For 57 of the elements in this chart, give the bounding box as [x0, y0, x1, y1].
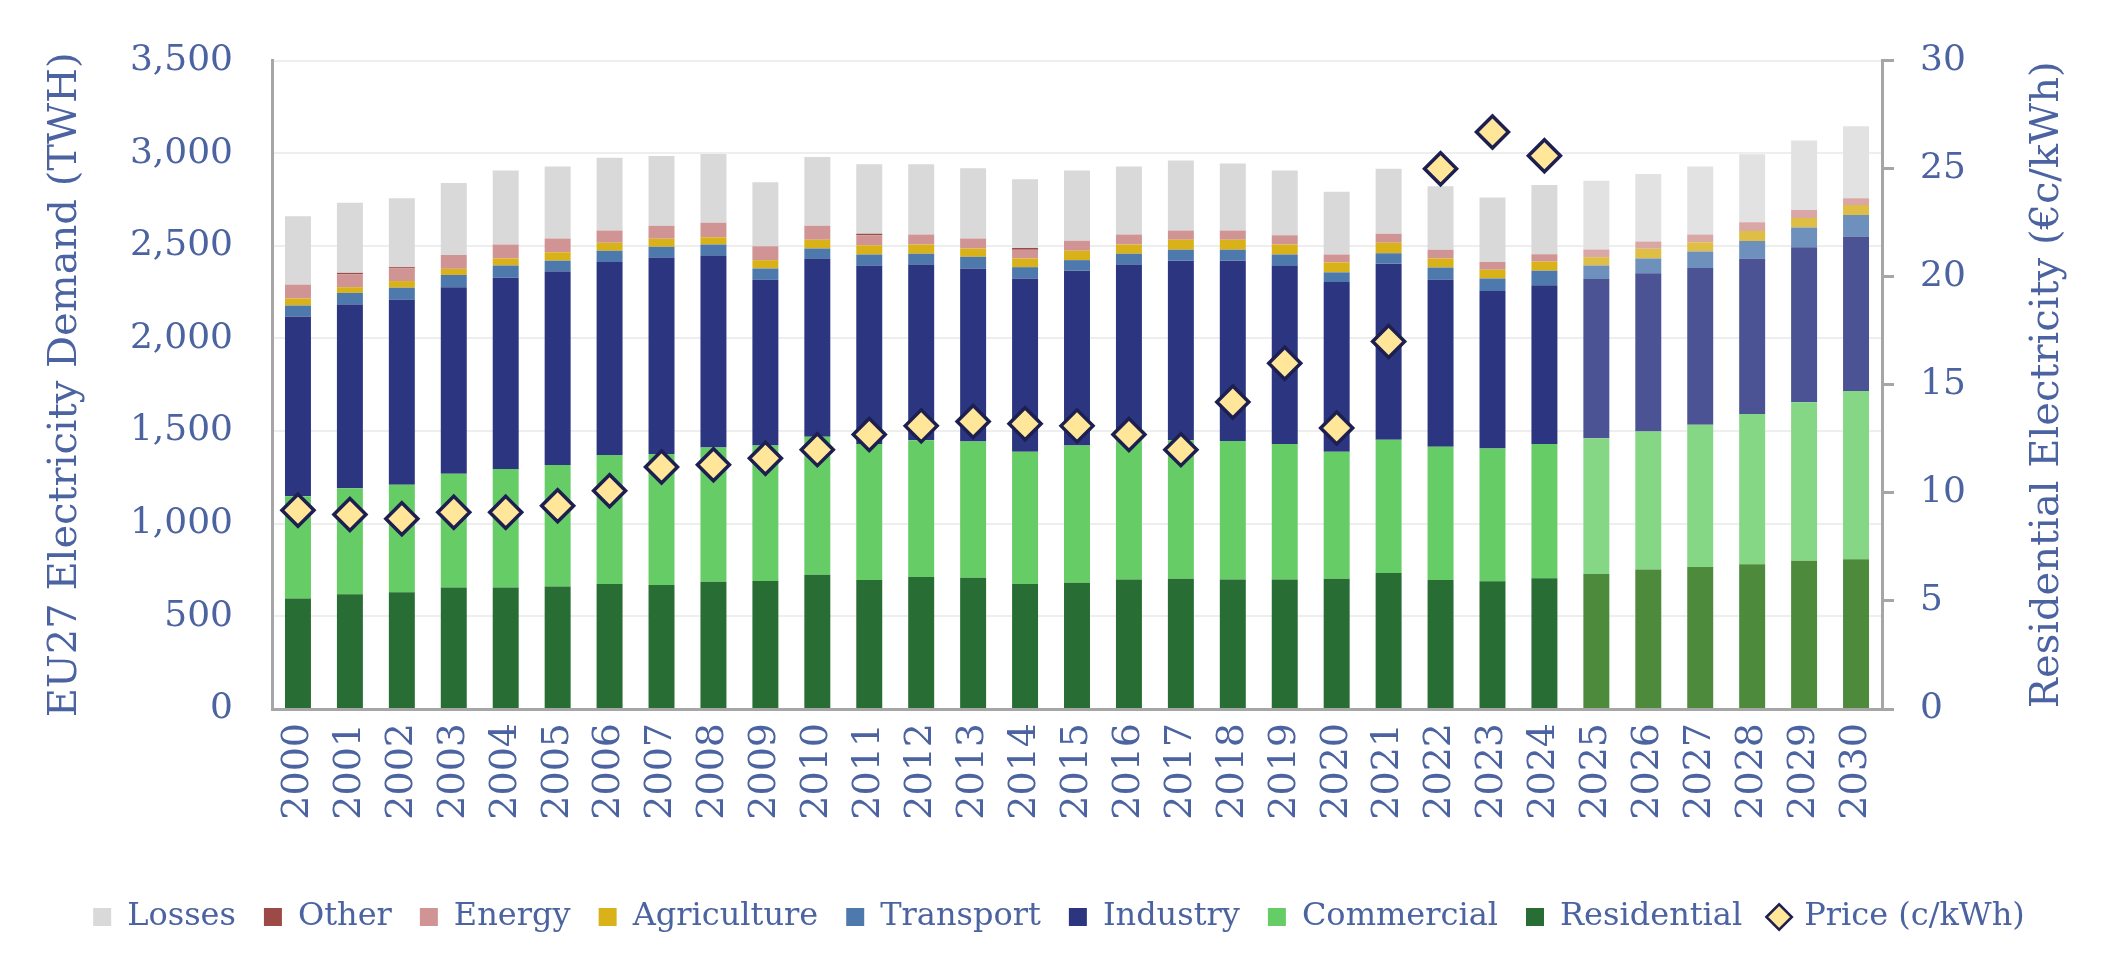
x-tick-label: 2023 [1467, 723, 1512, 820]
legend-label: Residential [1560, 895, 1743, 934]
x-tick-label: 2014 [999, 723, 1044, 820]
x-tick-label: 2002 [376, 723, 421, 820]
y2-tick-label: 25 [1920, 145, 1966, 187]
x-tick-label: 2015 [1051, 723, 1096, 820]
x-tick-label: 2011 [844, 723, 889, 820]
x-tick-label: 2024 [1519, 723, 1564, 820]
x-tick-label: 2004 [480, 723, 525, 820]
y2-tick-label: 10 [1920, 469, 1966, 511]
legend-label: Transport [880, 895, 1042, 934]
x-tick-label: 2020 [1311, 723, 1356, 820]
x-tick-label: 2008 [688, 723, 733, 820]
x-tick-label: 2009 [740, 723, 785, 820]
x-tick-label: 2029 [1778, 723, 1823, 820]
y2-tick-label: 0 [1920, 685, 1943, 727]
legend-label: Other [297, 895, 393, 934]
x-tick-label: 2028 [1727, 723, 1772, 820]
y-tick-label: 2,000 [129, 314, 233, 356]
x-tick-label: 2022 [1415, 723, 1460, 820]
y2-tick-label: 5 [1920, 577, 1943, 619]
legend-label: Energy [453, 895, 571, 934]
x-tick-label: 2005 [532, 723, 577, 820]
legend-label: Agriculture [631, 895, 819, 934]
y-tick-label: 3,500 [129, 36, 233, 78]
x-tick-label: 2003 [428, 723, 473, 820]
legend-label: Industry [1102, 895, 1240, 934]
y2-tick-label: 30 [1920, 36, 1966, 78]
y2-tick-label: 20 [1920, 253, 1966, 295]
x-tick-label: 2021 [1363, 723, 1408, 820]
x-tick-label: 2019 [1259, 723, 1304, 820]
x-tick-label: 2000 [272, 723, 317, 820]
x-tick-label: 2030 [1830, 723, 1875, 820]
x-tick-label: 2013 [948, 723, 992, 820]
y-tick-label: 500 [164, 592, 233, 634]
x-tick-label: 2007 [636, 723, 681, 820]
x-tick-label: 2010 [792, 723, 837, 820]
y-tick-label: 2,500 [129, 222, 233, 264]
x-tick-label: 2006 [584, 723, 629, 820]
x-tick-label: 2012 [896, 723, 941, 820]
y2-axis-title: Residential Electricity (€c/kWh) [2021, 61, 2068, 709]
x-tick-label: 2025 [1571, 723, 1616, 820]
y-axis-title: EU27 Electricity Demand (TWH) [39, 52, 86, 718]
y-tick-label: 0 [210, 685, 233, 727]
y2-tick-label: 15 [1920, 361, 1966, 403]
x-tick-label: 2018 [1207, 723, 1252, 820]
x-tick-label: 2001 [324, 723, 369, 820]
y-tick-label: 1,500 [129, 407, 233, 449]
legend-label: Price (c/kWh) [1804, 895, 2025, 934]
x-tick-label: 2017 [1155, 723, 1200, 820]
y-tick-label: 1,000 [129, 500, 233, 542]
x-tick-label: 2027 [1675, 723, 1720, 820]
x-tick-label: 2016 [1103, 723, 1148, 820]
y-tick-label: 3,000 [129, 129, 233, 171]
legend-label: Commercial [1301, 895, 1499, 934]
legend-label: Losses [127, 895, 236, 934]
x-tick-label: 2026 [1623, 723, 1668, 820]
